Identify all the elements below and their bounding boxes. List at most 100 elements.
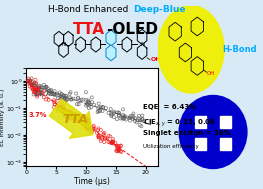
Point xyxy=(92,103,96,106)
Point xyxy=(53,90,57,93)
Point xyxy=(109,115,113,118)
Point xyxy=(106,140,110,143)
Point xyxy=(110,142,114,145)
Point xyxy=(90,101,94,104)
Text: Deep-Blue: Deep-Blue xyxy=(133,5,185,14)
Point xyxy=(107,141,112,144)
Point xyxy=(47,91,51,94)
Point xyxy=(84,104,88,107)
Point xyxy=(32,82,37,85)
Point xyxy=(85,127,89,130)
Point xyxy=(64,94,68,97)
Point xyxy=(78,116,82,119)
Point xyxy=(91,126,95,129)
Point xyxy=(115,145,119,148)
Point xyxy=(85,122,89,125)
Point xyxy=(32,91,36,94)
Point xyxy=(112,110,116,113)
Point xyxy=(32,90,36,93)
Point xyxy=(27,77,31,80)
Point xyxy=(65,110,70,113)
Point xyxy=(116,148,120,151)
Point xyxy=(87,101,92,105)
Point xyxy=(58,105,62,108)
Point xyxy=(68,110,72,113)
Point xyxy=(29,83,34,86)
Point xyxy=(102,140,106,143)
Point xyxy=(27,81,31,84)
Point xyxy=(119,149,123,153)
Point xyxy=(110,141,114,144)
Point xyxy=(62,98,67,101)
Point xyxy=(131,117,135,120)
Point xyxy=(107,134,111,137)
Point xyxy=(31,88,35,91)
Point xyxy=(140,119,144,122)
Point xyxy=(55,94,59,97)
Point xyxy=(35,88,39,91)
Point xyxy=(29,83,33,86)
Point xyxy=(35,94,39,97)
Polygon shape xyxy=(106,30,116,46)
Point xyxy=(124,118,128,121)
Point xyxy=(99,106,103,109)
Point xyxy=(38,86,43,89)
Point xyxy=(112,111,116,114)
Text: 3.7%: 3.7% xyxy=(29,112,47,118)
Point xyxy=(55,105,60,108)
Point xyxy=(115,111,120,114)
Text: Singlet exciton = 38%: Singlet exciton = 38% xyxy=(143,130,231,136)
Point xyxy=(60,109,65,112)
Point xyxy=(68,92,72,95)
Point xyxy=(33,78,38,81)
Point xyxy=(50,93,55,96)
Point xyxy=(32,93,36,96)
Text: 14.7%: 14.7% xyxy=(33,91,57,97)
Point xyxy=(111,138,115,141)
Point xyxy=(80,115,85,118)
Point xyxy=(52,103,57,106)
Point xyxy=(92,127,96,130)
Point xyxy=(96,127,100,130)
Point xyxy=(111,142,115,145)
Point xyxy=(33,86,37,89)
Point xyxy=(85,126,90,129)
Point xyxy=(44,86,49,89)
Point xyxy=(75,103,79,106)
Point xyxy=(44,85,48,88)
Point xyxy=(87,101,91,104)
Point xyxy=(84,126,88,129)
Point xyxy=(128,119,132,122)
Point xyxy=(134,121,139,124)
Point xyxy=(105,137,109,140)
Point xyxy=(96,129,100,132)
Point xyxy=(61,99,65,102)
Point xyxy=(117,114,121,117)
FancyArrow shape xyxy=(59,108,92,130)
Text: CIE$_{x,y}$ = 0.15, 0.08: CIE$_{x,y}$ = 0.15, 0.08 xyxy=(143,117,216,129)
Point xyxy=(61,105,65,108)
Point xyxy=(86,119,90,122)
Point xyxy=(28,85,32,88)
Point xyxy=(37,86,41,89)
Point xyxy=(88,103,92,106)
Point xyxy=(53,103,57,106)
Point xyxy=(44,98,48,101)
Point xyxy=(137,114,141,117)
Point xyxy=(62,95,66,98)
Point xyxy=(80,122,85,125)
Point xyxy=(33,84,37,87)
Point xyxy=(115,118,119,121)
Point xyxy=(60,110,65,113)
Polygon shape xyxy=(106,45,116,61)
Point xyxy=(77,103,81,106)
Point xyxy=(85,123,89,126)
Point xyxy=(129,115,133,118)
Point xyxy=(47,92,52,95)
Point xyxy=(41,91,45,94)
Circle shape xyxy=(158,6,224,93)
Point xyxy=(61,106,65,109)
Point xyxy=(138,119,142,122)
Point xyxy=(38,84,42,88)
Point xyxy=(122,117,127,120)
